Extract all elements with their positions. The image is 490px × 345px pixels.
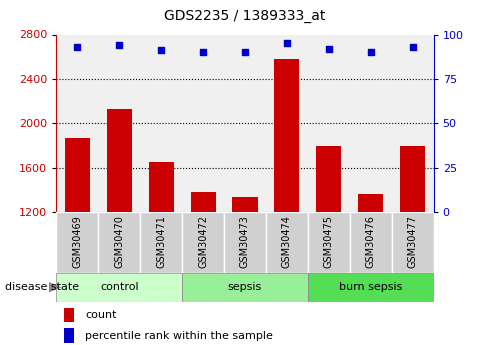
Point [199, 50, 207, 55]
Bar [98, 212, 140, 273]
Point [283, 41, 291, 46]
Point [409, 44, 416, 50]
Point [241, 50, 249, 55]
Bar [350, 212, 392, 273]
Text: GSM30471: GSM30471 [156, 215, 166, 268]
Point [115, 42, 123, 48]
Text: GSM30469: GSM30469 [73, 215, 82, 268]
Bar [64, 308, 74, 322]
Bar [392, 212, 434, 273]
Point [157, 48, 165, 53]
Bar [182, 212, 224, 273]
Bar [308, 212, 350, 273]
Bar [56, 273, 182, 302]
Bar [65, 138, 90, 212]
Text: disease state: disease state [5, 282, 79, 292]
Text: control: control [100, 282, 139, 292]
Bar [64, 328, 74, 343]
Bar [56, 212, 98, 273]
Bar [274, 59, 299, 212]
Text: count: count [85, 310, 117, 320]
Text: GSM30476: GSM30476 [366, 215, 376, 268]
Text: GSM30473: GSM30473 [240, 215, 250, 268]
Text: percentile rank within the sample: percentile rank within the sample [85, 331, 273, 341]
Bar [266, 212, 308, 273]
Text: burn sepsis: burn sepsis [339, 282, 402, 292]
Text: sepsis: sepsis [228, 282, 262, 292]
Text: GSM30475: GSM30475 [324, 215, 334, 268]
Bar [182, 273, 308, 302]
Bar [232, 197, 258, 212]
Bar [316, 146, 342, 212]
Bar [107, 109, 132, 212]
Point [74, 44, 81, 50]
Text: GSM30472: GSM30472 [198, 215, 208, 268]
Point [325, 46, 333, 51]
Text: GDS2235 / 1389333_at: GDS2235 / 1389333_at [164, 9, 326, 23]
Text: GSM30470: GSM30470 [114, 215, 124, 268]
Point [367, 50, 375, 55]
Bar [140, 212, 182, 273]
Bar [148, 162, 174, 212]
Text: GSM30477: GSM30477 [408, 215, 417, 268]
Bar [400, 146, 425, 212]
Bar [358, 194, 383, 212]
Bar [224, 212, 266, 273]
Bar [308, 273, 434, 302]
Bar [191, 192, 216, 212]
Text: GSM30474: GSM30474 [282, 215, 292, 268]
